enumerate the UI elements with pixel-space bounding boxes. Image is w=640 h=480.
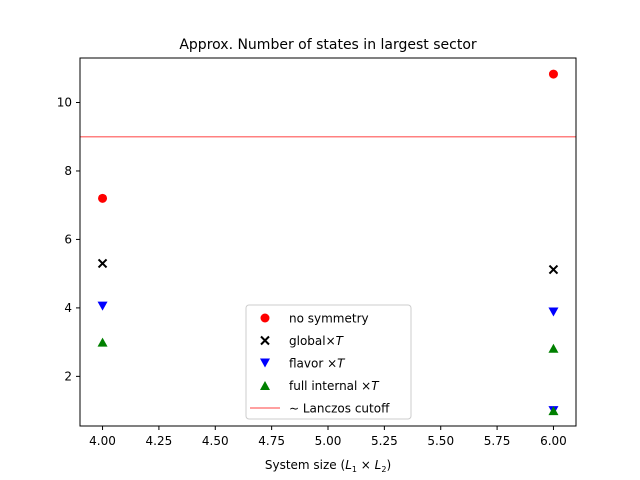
global-t-legend-label: global×T (289, 334, 345, 348)
x-tick-label: 6.00 (540, 434, 567, 448)
x-tick-label: 4.25 (146, 434, 173, 448)
global-t-point (548, 264, 559, 275)
x-tick-label: 5.00 (315, 434, 342, 448)
full-internal-t-point (548, 343, 559, 353)
global-t-point (97, 258, 108, 269)
global-t-legend-marker (260, 335, 270, 346)
flavor-t-point (97, 301, 108, 311)
x-tick-label: 5.50 (427, 434, 454, 448)
x-tick-label: 5.75 (484, 434, 511, 448)
no-symmetry-legend-label: no symmetry (289, 312, 369, 326)
lanczos-cutoff-legend-label: ∼ Lanczos cutoff (289, 402, 390, 416)
full-internal-t-point (548, 406, 559, 416)
axes: 4.00 4.25 4.50 4.75 5.00 5.25 5.50 5.75 6.00 2 4 6 8… (57, 57, 577, 448)
plot-area (80, 69, 576, 416)
x-tick-label: 4.00 (89, 434, 116, 448)
x-axis-label: System size (L1 × L2) (265, 458, 391, 474)
no-symmetry-legend-marker (260, 313, 270, 323)
legend: no symmetry global×T flavor ×T full interna… (245, 304, 412, 420)
chart-title: Approx. Number of states in largest sect… (179, 37, 477, 53)
y-tick-label: 6 (64, 232, 72, 246)
x-tick-label: 4.75 (258, 434, 285, 448)
no-symmetry-point (98, 193, 108, 203)
no-symmetry-point (548, 69, 558, 79)
full-internal-t-point (97, 337, 108, 347)
y-tick-label: 2 (64, 369, 72, 383)
full-internal-t-legend-label: full internal ×T (289, 379, 380, 393)
full-internal-t-legend-marker (260, 381, 270, 390)
flavor-t-legend-label: flavor ×T (289, 357, 346, 371)
y-tick-label: 8 (64, 164, 72, 178)
y-tick-label: 4 (64, 301, 72, 315)
y-tick-label: 10 (57, 96, 72, 110)
flavor-t-point (548, 307, 559, 317)
flavor-t-legend-marker (260, 358, 270, 368)
x-tick-label: 5.25 (371, 434, 398, 448)
legend-box (245, 304, 412, 420)
x-tick-label: 4.50 (202, 434, 229, 448)
